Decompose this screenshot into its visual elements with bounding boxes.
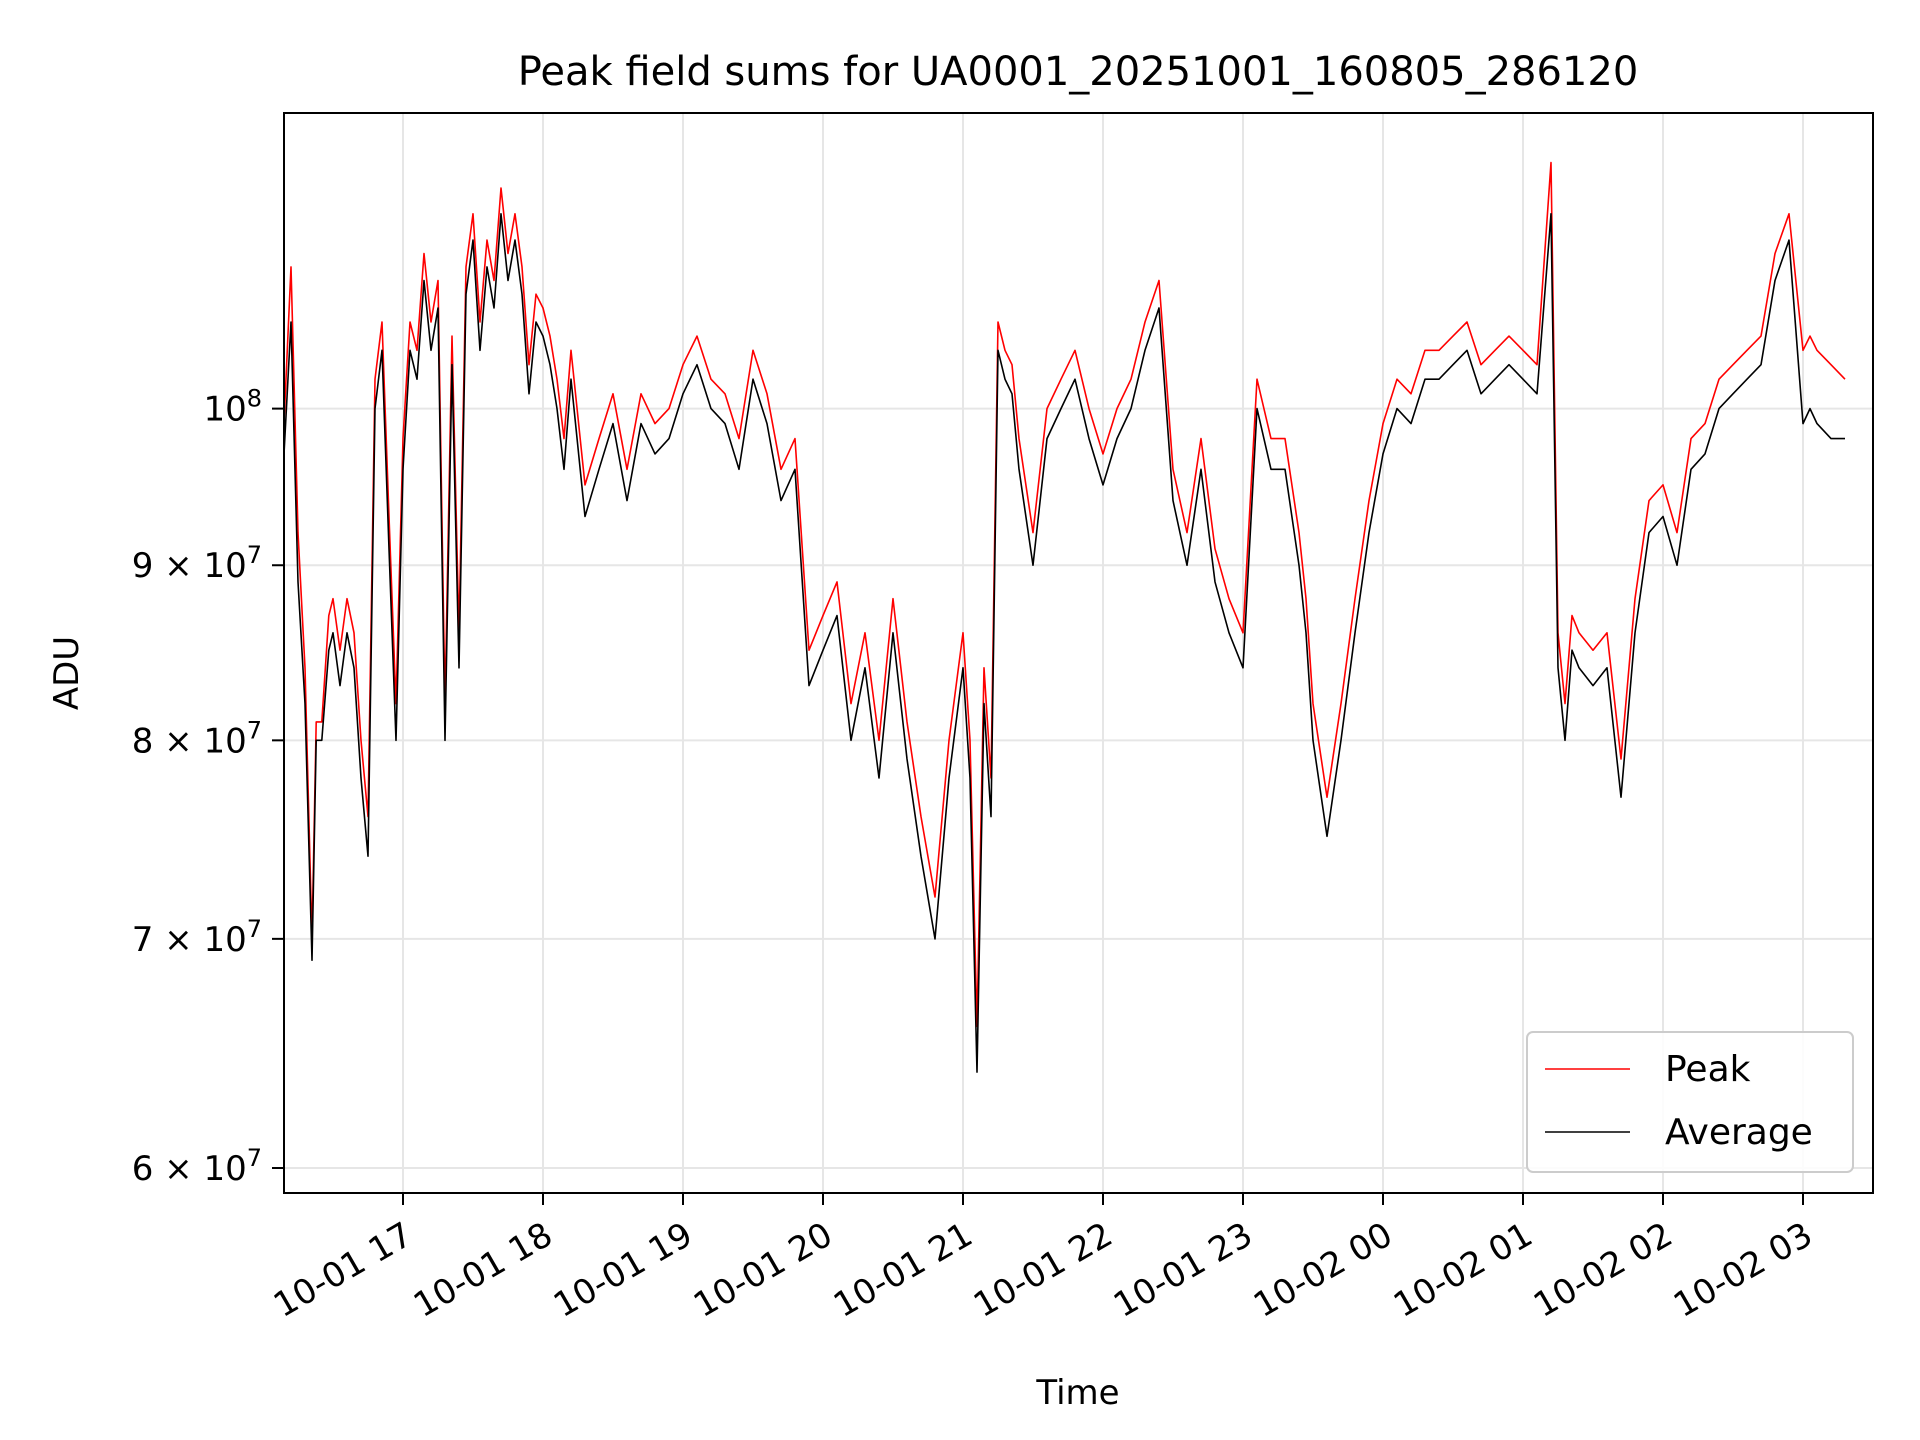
grid (284, 113, 1873, 1193)
series-layer (283, 161, 1846, 1073)
chart-title: Peak field sums for UA0001_20251001_1608… (518, 49, 1639, 95)
y-tick-label-2: 8 × 107 (132, 716, 262, 761)
y-axis-label: ADU (47, 636, 87, 710)
y-tick-label-3: 9 × 107 (132, 541, 262, 586)
legend-box (1526, 1031, 1854, 1173)
legend-label-peak: Peak (1665, 1049, 1751, 1090)
legend: Peak Average (1526, 1031, 1854, 1173)
x-axis-label: Time (1035, 1373, 1119, 1413)
y-axis: 6 × 107 7 × 107 8 × 107 9 × 107 108 (132, 385, 284, 1189)
series-line-average (283, 213, 1845, 1073)
y-tick-label-4: 108 (203, 385, 262, 430)
y-tick-label-0: 6 × 107 (132, 1144, 262, 1189)
legend-label-average: Average (1665, 1112, 1813, 1153)
y-tick-label-1: 7 × 107 (132, 915, 262, 960)
plot-frame (283, 112, 1874, 1194)
